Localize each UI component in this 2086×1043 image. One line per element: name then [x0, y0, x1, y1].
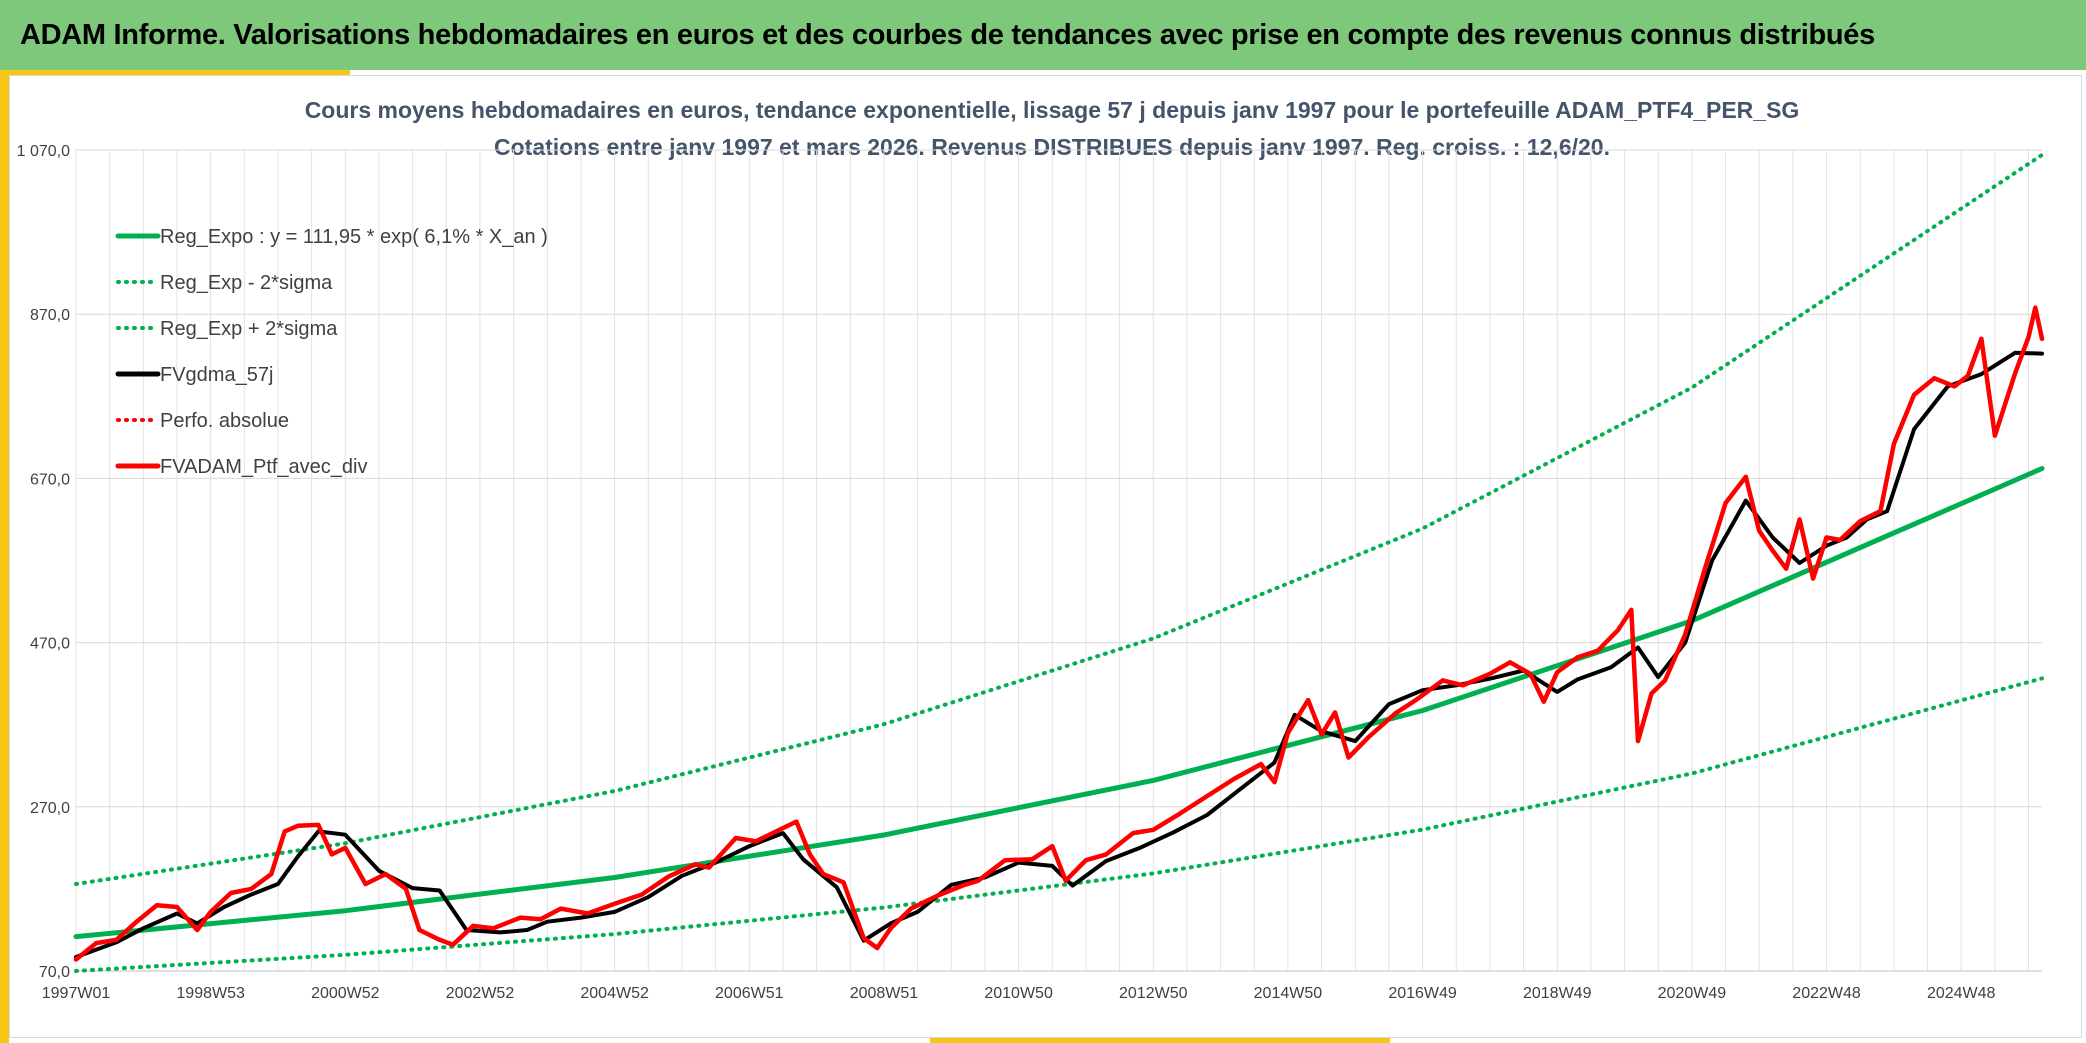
accent-bar-bottom [930, 1038, 1390, 1043]
x-tick-label: 2006W51 [715, 985, 784, 1002]
accent-bar-top [0, 70, 350, 75]
legend-label-reg: Reg_Expo : y = 111,95 * exp( 6,1% * X_an… [160, 226, 548, 248]
x-tick-label: 2014W50 [1254, 985, 1323, 1002]
accent-bar-left [0, 70, 9, 1043]
y-tick-label: 1 070,0 [17, 143, 70, 160]
y-tick-label: 470,0 [30, 636, 70, 653]
line-chart: Cours moyens hebdomadaires en euros, ten… [17, 97, 2045, 1002]
y-tick-label: 70,0 [39, 964, 70, 981]
x-tick-label: 2000W52 [311, 985, 380, 1002]
y-tick-label: 670,0 [30, 471, 70, 488]
x-tick-label: 2008W51 [850, 985, 919, 1002]
y-tick-label: 870,0 [30, 307, 70, 324]
chart-frame: Cours moyens hebdomadaires en euros, ten… [9, 75, 2082, 1038]
y-tick-label: 270,0 [30, 800, 70, 817]
x-tick-label: 2024W48 [1927, 985, 1996, 1002]
x-tick-label: 2018W49 [1523, 985, 1592, 1002]
legend-label-low: Reg_Exp - 2*sigma [160, 272, 333, 294]
page-title: ADAM Informe. Valorisations hebdomadaire… [20, 18, 1875, 51]
x-tick-label: 2002W52 [446, 985, 515, 1002]
x-tick-label: 2020W49 [1658, 985, 1727, 1002]
x-tick-label: 2004W52 [580, 985, 649, 1002]
x-tick-label: 1998W53 [176, 985, 245, 1002]
grid [75, 149, 2042, 972]
x-tick-label: 2012W50 [1119, 985, 1188, 1002]
legend-label-actual: FVADAM_Ptf_avec_div [160, 456, 368, 478]
legend-label-high: Reg_Exp + 2*sigma [160, 318, 338, 340]
x-tick-label: 2016W49 [1388, 985, 1457, 1002]
series-line-actual [73, 305, 2045, 962]
legend: Reg_Expo : y = 111,95 * exp( 6,1% * X_an… [115, 226, 548, 478]
x-axis: 1997W01 1998W53 2000W52 2002W52 2004W52 2006W… [42, 970, 2042, 1002]
legend-label-perfo: Perfo. absolue [160, 410, 289, 432]
series-group [73, 152, 2045, 973]
x-tick-label: 2022W48 [1792, 985, 1861, 1002]
x-tick-label: 1997W01 [42, 985, 111, 1002]
chart-title: Cours moyens hebdomadaires en euros, ten… [305, 97, 1800, 123]
y-axis: 70,0 270,0 470,0 670,0 870,0 1 070,0 [17, 143, 70, 981]
x-tick-label: 2010W50 [984, 985, 1053, 1002]
series-line-reg [73, 466, 2045, 940]
series-line-high [74, 152, 2044, 886]
legend-label-smooth: FVgdma_57j [160, 364, 273, 386]
series-line-low [74, 676, 2044, 973]
header-banner: ADAM Informe. Valorisations hebdomadaire… [0, 0, 2086, 70]
